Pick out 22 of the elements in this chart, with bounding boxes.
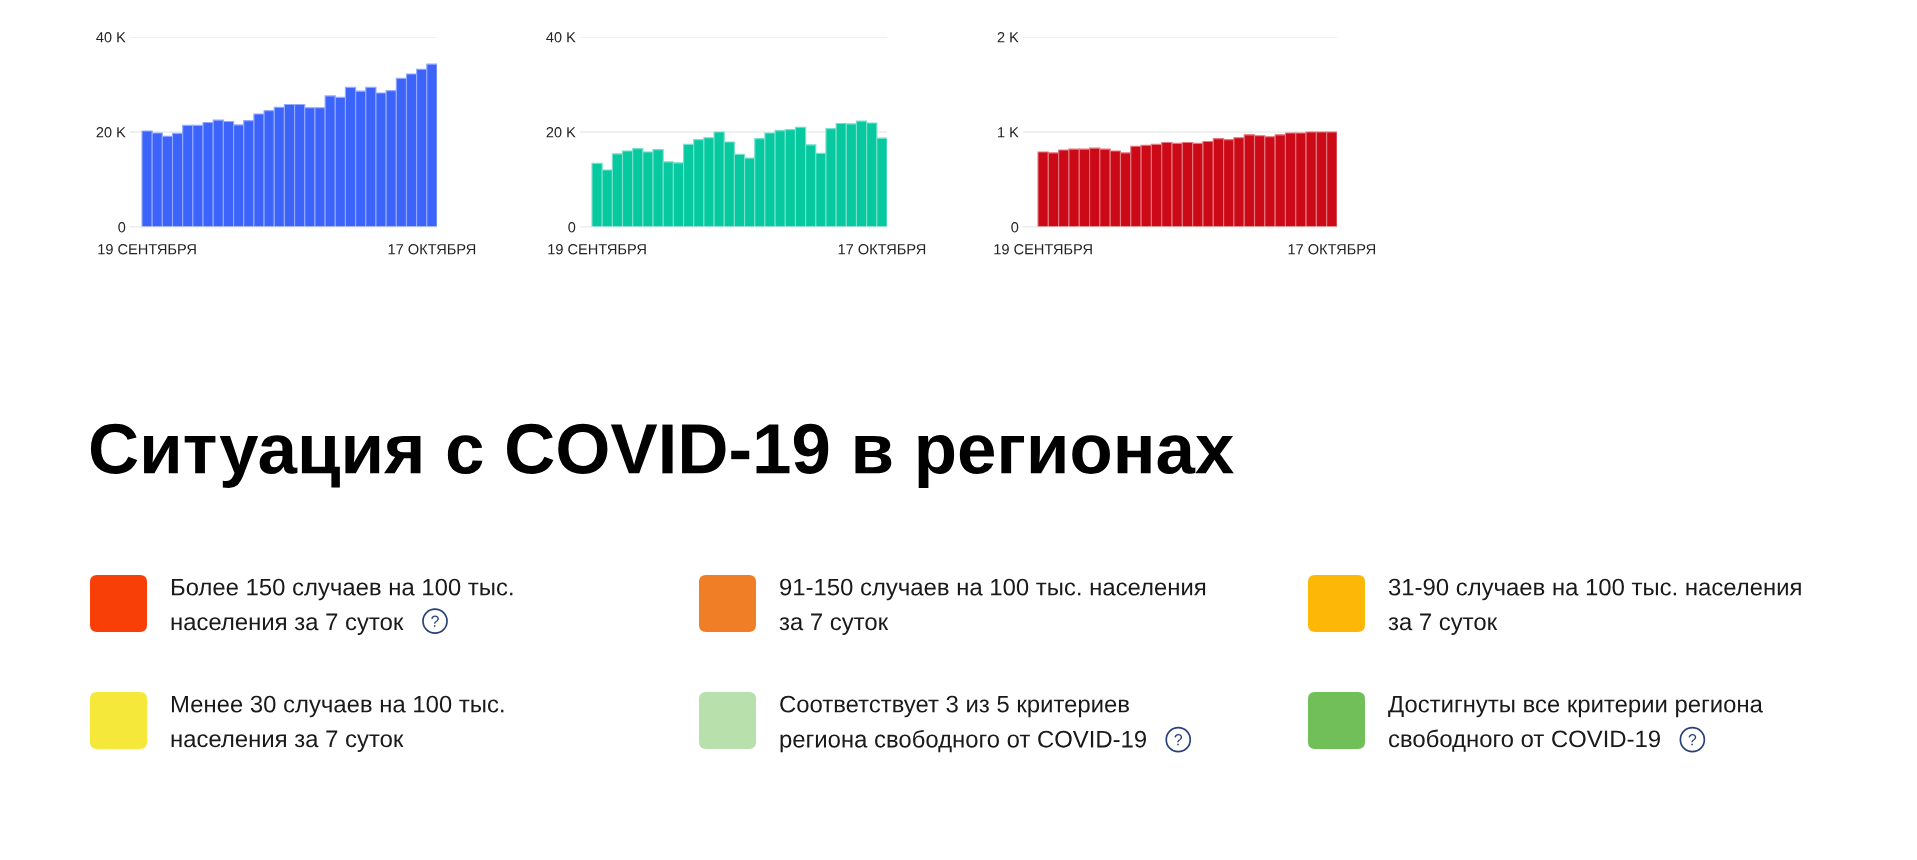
category-label: Более 150 случаев на 100 тыс. населения за 7 суток <box>171 578 513 635</box>
y-tick-label: 20 K <box>546 127 576 138</box>
text: Ситуация с COVID-19 в регионах <box>90 423 1234 489</box>
category-label: 31-90 случаев на 100 тыс. населения за 7 суток <box>1388 578 1801 635</box>
y-tick-label: 20 K <box>96 127 126 138</box>
y-tick-label: 0 <box>118 222 126 233</box>
x-tick-label: 17 ОКТЯБРЯ <box>388 244 476 255</box>
x-tick-label: 19 СЕНТЯБРЯ <box>994 244 1092 255</box>
y-tick-label: 2 K <box>997 32 1019 43</box>
category-label: Достигнуты все критерии региона свободного от COVID-19 <box>1388 695 1763 752</box>
y-tick-label: 40 K <box>96 32 126 43</box>
y-tick-label: 1 K <box>998 127 1019 138</box>
x-tick-label: 17 ОКТЯБРЯ <box>838 244 926 255</box>
y-tick-label: 0 <box>568 222 576 233</box>
x-tick-label: 19 СЕНТЯБРЯ <box>548 244 646 255</box>
category-label: Менее 30 случаев на 100 тыс. населения за 7 суток <box>171 695 504 752</box>
category-label: Соответствует 3 из 5 критериев региона свободного от COVID-19 <box>780 695 1147 753</box>
x-tick-label: 17 ОКТЯБРЯ <box>1288 244 1376 255</box>
y-tick-label: 0 <box>1011 222 1019 233</box>
category-label: 91-150 случаев на 100 тыс. населения за 7 суток <box>779 578 1206 635</box>
x-tick-label: 19 СЕНТЯБРЯ <box>98 244 196 255</box>
y-tick-label: 40 K <box>546 32 576 43</box>
